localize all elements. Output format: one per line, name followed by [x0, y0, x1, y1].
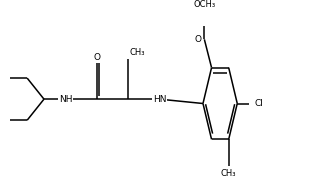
- Text: HN: HN: [153, 95, 166, 104]
- Text: CH₃: CH₃: [221, 169, 236, 178]
- Text: O: O: [93, 53, 100, 62]
- Text: O: O: [195, 35, 202, 44]
- Text: Cl: Cl: [254, 99, 263, 108]
- Text: OCH₃: OCH₃: [193, 0, 215, 9]
- Text: NH: NH: [59, 95, 72, 104]
- Text: CH₃: CH₃: [129, 48, 145, 57]
